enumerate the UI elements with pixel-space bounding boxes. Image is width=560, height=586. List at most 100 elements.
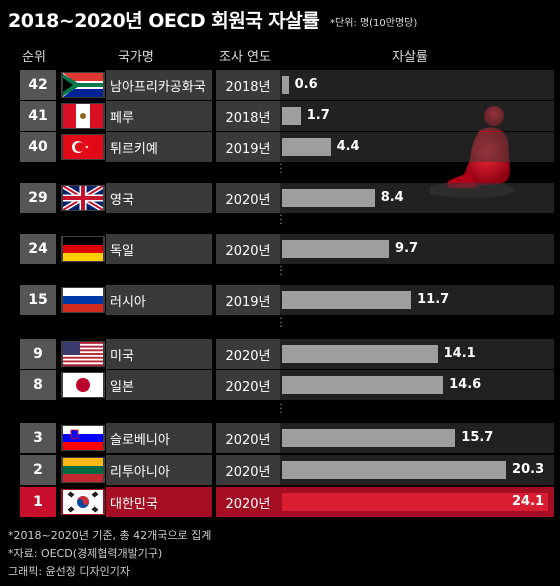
russia-flag-icon <box>61 287 105 313</box>
header-year: 조사 연도 <box>219 50 271 65</box>
survey-year: 2020년 <box>216 455 280 485</box>
bar-cell: 20.3 <box>280 455 554 485</box>
bar-cell: 9.7 <box>280 234 554 264</box>
bar-cell: 15.7 <box>280 423 554 453</box>
table-row: 24 독일 2020년 9.7 <box>0 234 560 264</box>
table-row: 42 남아프리카공화국 2018년 0.6 <box>0 70 560 100</box>
country-name: 튀르키예 <box>106 132 212 162</box>
ellipsis-separator: · · · <box>279 211 283 230</box>
table-row: 41 페루 2018년 1.7 <box>0 101 560 131</box>
header-rank: 순위 <box>22 50 46 65</box>
ellipsis-separator: · · · <box>279 160 283 179</box>
value-label: 9.7 <box>395 241 419 256</box>
country-name: 미국 <box>106 339 212 369</box>
bar <box>282 291 412 309</box>
ellipsis-separator: · · · <box>279 400 283 419</box>
table-row: 2 리투아니아 2020년 20.3 <box>0 455 560 485</box>
table-row: 9 미국 2020년 14.1 <box>0 339 560 369</box>
value-label: 24.1 <box>512 494 545 509</box>
south-korea-flag-icon <box>61 489 105 515</box>
country-name: 페루 <box>106 101 212 131</box>
value-label: 14.6 <box>449 377 482 392</box>
footnote-source: *자료: OECD(경제협력개발기구) <box>8 547 163 560</box>
survey-year: 2019년 <box>216 285 280 315</box>
bar <box>282 138 331 156</box>
bar-cell: 24.1 <box>280 487 554 517</box>
bar <box>282 76 289 94</box>
survey-year: 2020년 <box>216 487 280 517</box>
table-row: 40 튀르키예 2019년 4.4 <box>0 132 560 162</box>
bar-cell: 11.7 <box>280 285 554 315</box>
bar <box>282 429 456 447</box>
bar-cell: 0.6 <box>280 70 554 100</box>
rank-cell: 1 <box>20 487 56 517</box>
value-label: 15.7 <box>461 430 494 445</box>
rank-cell: 2 <box>20 455 56 485</box>
bar <box>282 493 548 511</box>
country-name: 러시아 <box>106 285 212 315</box>
bar <box>282 240 390 258</box>
country-name: 영국 <box>106 183 212 213</box>
unit-note: *단위: 명(10만명당) <box>330 18 418 29</box>
bar <box>282 107 301 125</box>
bar <box>282 461 507 479</box>
bar-cell: 4.4 <box>280 132 554 162</box>
bar <box>282 345 438 363</box>
germany-flag-icon <box>61 236 105 262</box>
survey-year: 2018년 <box>216 101 280 131</box>
rank-cell: 40 <box>20 132 56 162</box>
rank-cell: 15 <box>20 285 56 315</box>
value-label: 0.6 <box>294 77 318 92</box>
country-name: 대한민국 <box>106 487 212 517</box>
value-label: 14.1 <box>443 346 476 361</box>
header-rate: 자살률 <box>392 50 428 65</box>
country-name: 슬로베니아 <box>106 423 212 453</box>
bar-cell: 14.6 <box>280 370 554 400</box>
rank-cell: 41 <box>20 101 56 131</box>
value-label: 4.4 <box>336 139 360 154</box>
lithuania-flag-icon <box>61 457 105 483</box>
ellipsis-separator: · · · <box>279 262 283 281</box>
slovenia-flag-icon <box>61 425 105 451</box>
country-name: 독일 <box>106 234 212 264</box>
bar-cell: 1.7 <box>280 101 554 131</box>
survey-year: 2020년 <box>216 423 280 453</box>
footnote-credit: 그래픽: 윤선정 디자인기자 <box>8 565 131 578</box>
value-label: 11.7 <box>417 292 450 307</box>
peru-flag-icon <box>61 103 105 129</box>
rank-cell: 42 <box>20 70 56 100</box>
header-country: 국가명 <box>118 50 154 65</box>
survey-year: 2020년 <box>216 234 280 264</box>
bar-cell: 8.4 <box>280 183 554 213</box>
survey-year: 2019년 <box>216 132 280 162</box>
south-africa-flag-icon <box>61 72 105 98</box>
country-name: 리투아니아 <box>106 455 212 485</box>
value-label: 20.3 <box>512 462 545 477</box>
value-label: 1.7 <box>306 108 330 123</box>
chart-title: 2018~2020년 OECD 회원국 자살률 <box>8 10 320 32</box>
survey-year: 2018년 <box>216 70 280 100</box>
table-row: 1 대한민국 2020년 24.1 <box>0 487 560 517</box>
table-row: 15 러시아 2019년 11.7 <box>0 285 560 315</box>
uk-flag-icon <box>61 185 105 211</box>
bar <box>282 376 444 394</box>
usa-flag-icon <box>61 341 105 367</box>
rank-cell: 29 <box>20 183 56 213</box>
turkey-flag-icon <box>61 134 105 160</box>
survey-year: 2020년 <box>216 339 280 369</box>
ellipsis-separator: · · · <box>279 314 283 333</box>
table-row: 29 영국 2020년 8.4 <box>0 183 560 213</box>
footnote-basis: *2018~2020년 기준, 총 42개국으로 집계 <box>8 529 212 542</box>
table-row: 3 슬로베니아 2020년 15.7 <box>0 423 560 453</box>
survey-year: 2020년 <box>216 183 280 213</box>
rank-cell: 8 <box>20 370 56 400</box>
rank-cell: 9 <box>20 339 56 369</box>
survey-year: 2020년 <box>216 370 280 400</box>
country-name: 일본 <box>106 370 212 400</box>
bar-cell: 14.1 <box>280 339 554 369</box>
rank-cell: 3 <box>20 423 56 453</box>
japan-flag-icon <box>61 372 105 398</box>
value-label: 8.4 <box>380 190 404 205</box>
rank-cell: 24 <box>20 234 56 264</box>
bar <box>282 189 375 207</box>
